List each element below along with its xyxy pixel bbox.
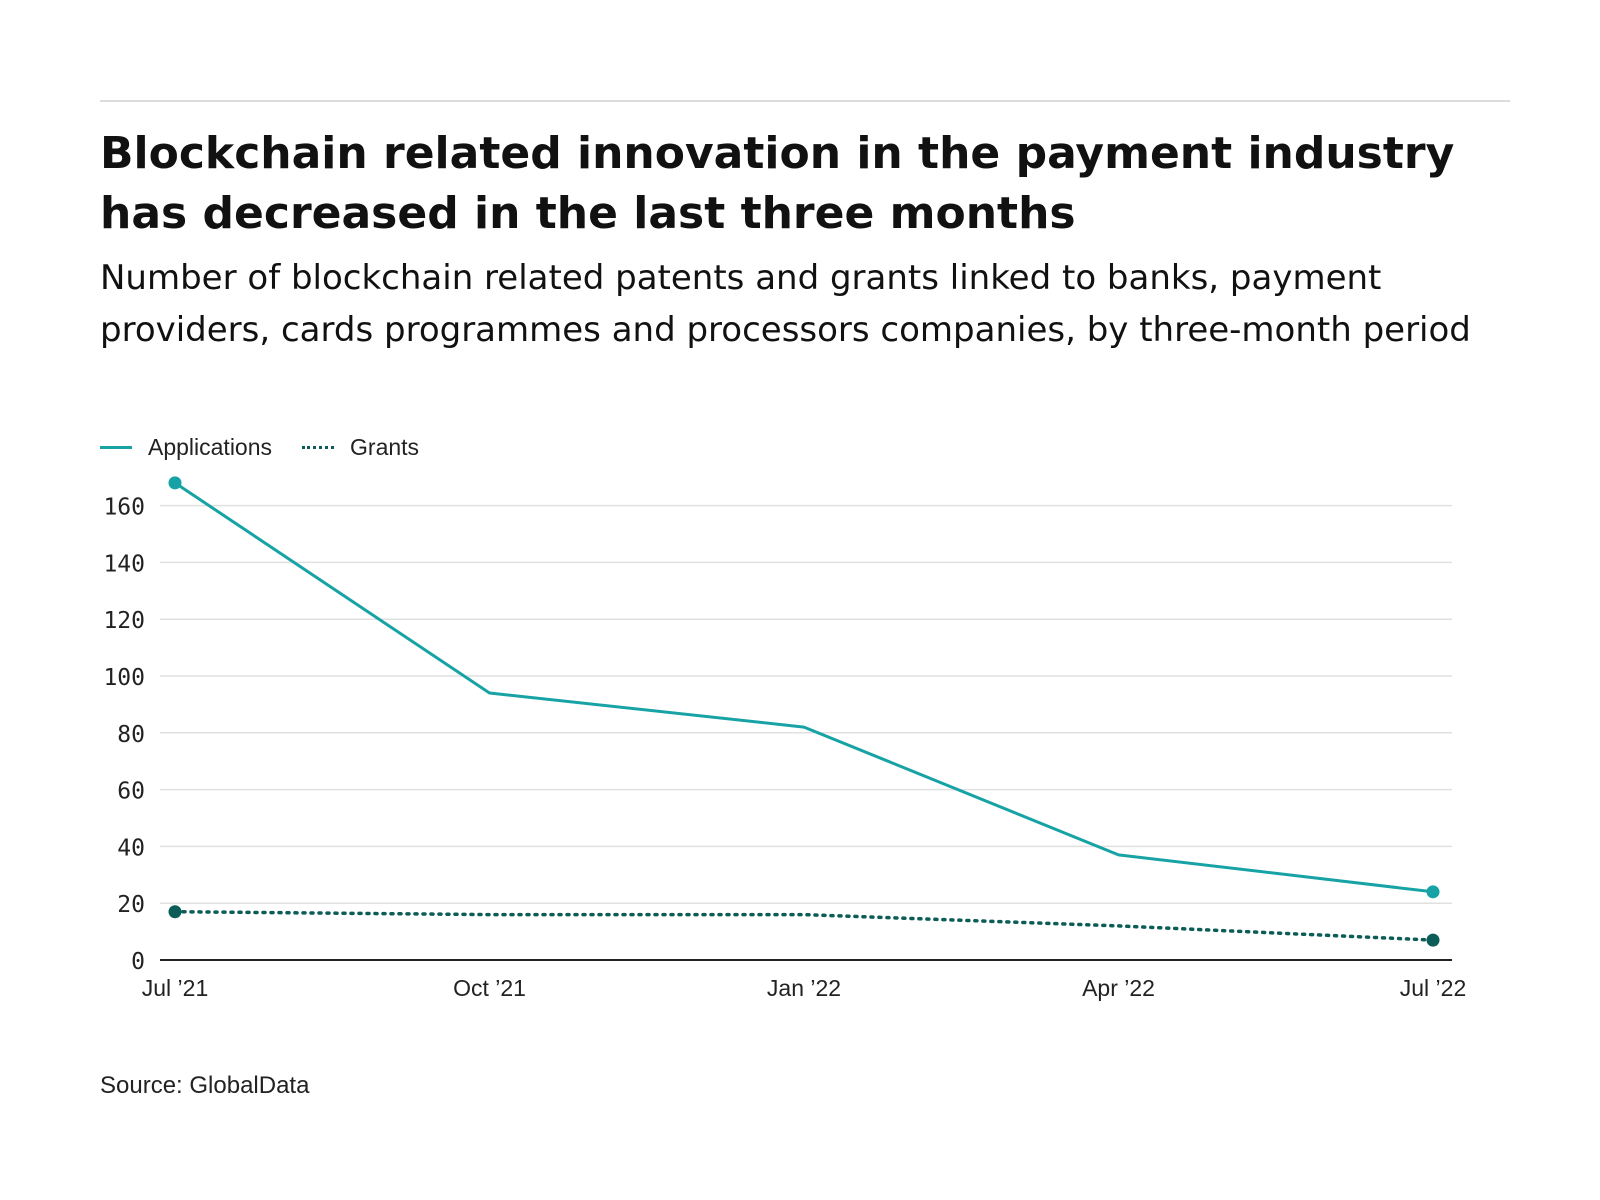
line-chart: 0 20 40 60 80 100 120 140 160 Jul ’21 Oct ’21 Jan ’…	[103, 476, 1466, 1001]
data-point-applications-4	[1426, 885, 1440, 899]
y-tick-label-120: 120	[103, 608, 145, 634]
y-tick-label-100: 100	[103, 665, 145, 691]
series-line-grants	[173, 909, 1435, 942]
y-tick-label-140: 140	[103, 551, 145, 577]
y-tick-label-160: 160	[103, 495, 145, 521]
legend-label-applications: Applications	[148, 433, 273, 460]
label-layer: 0 20 40 60 80 100 120 140 160 Jul ’21 Oct ’21 Jan ’…	[103, 495, 1466, 1001]
top-rule	[100, 100, 1510, 102]
y-tick-label-80: 80	[117, 722, 145, 748]
data-point-grants-0	[168, 905, 182, 919]
data-point-grants-4	[1426, 933, 1440, 947]
source-note: Source: GlobalData	[100, 1072, 310, 1099]
chart-subtitle: Number of blockchain related patents and…	[100, 258, 1471, 350]
series-line-applications	[173, 481, 1435, 894]
legend-swatch-grants	[302, 445, 335, 449]
legend-item-grants: Grants	[302, 434, 419, 461]
x-tick-label-0: Jul ’21	[142, 975, 208, 1001]
marker-layer	[168, 476, 1440, 947]
y-tick-label-0: 0	[131, 949, 145, 975]
grid-layer	[160, 504, 1452, 961]
series-layer	[173, 481, 1435, 942]
chart-title: Blockchain related innovation in the pay…	[100, 128, 1455, 239]
x-tick-label-1: Oct ’21	[453, 975, 526, 1001]
y-tick-label-60: 60	[117, 779, 145, 805]
y-tick-label-20: 20	[117, 892, 145, 918]
x-tick-label-2: Jan ’22	[767, 975, 841, 1001]
data-point-applications-0	[168, 476, 182, 490]
legend: Applications Grants	[100, 432, 449, 462]
y-tick-label-40: 40	[117, 835, 145, 861]
legend-label-grants: Grants	[350, 433, 420, 460]
legend-item-applications: Applications	[100, 434, 272, 461]
x-tick-label-4: Jul ’22	[1400, 975, 1466, 1001]
legend-swatch-applications	[100, 445, 132, 449]
x-tick-label-3: Apr ’22	[1082, 975, 1155, 1001]
